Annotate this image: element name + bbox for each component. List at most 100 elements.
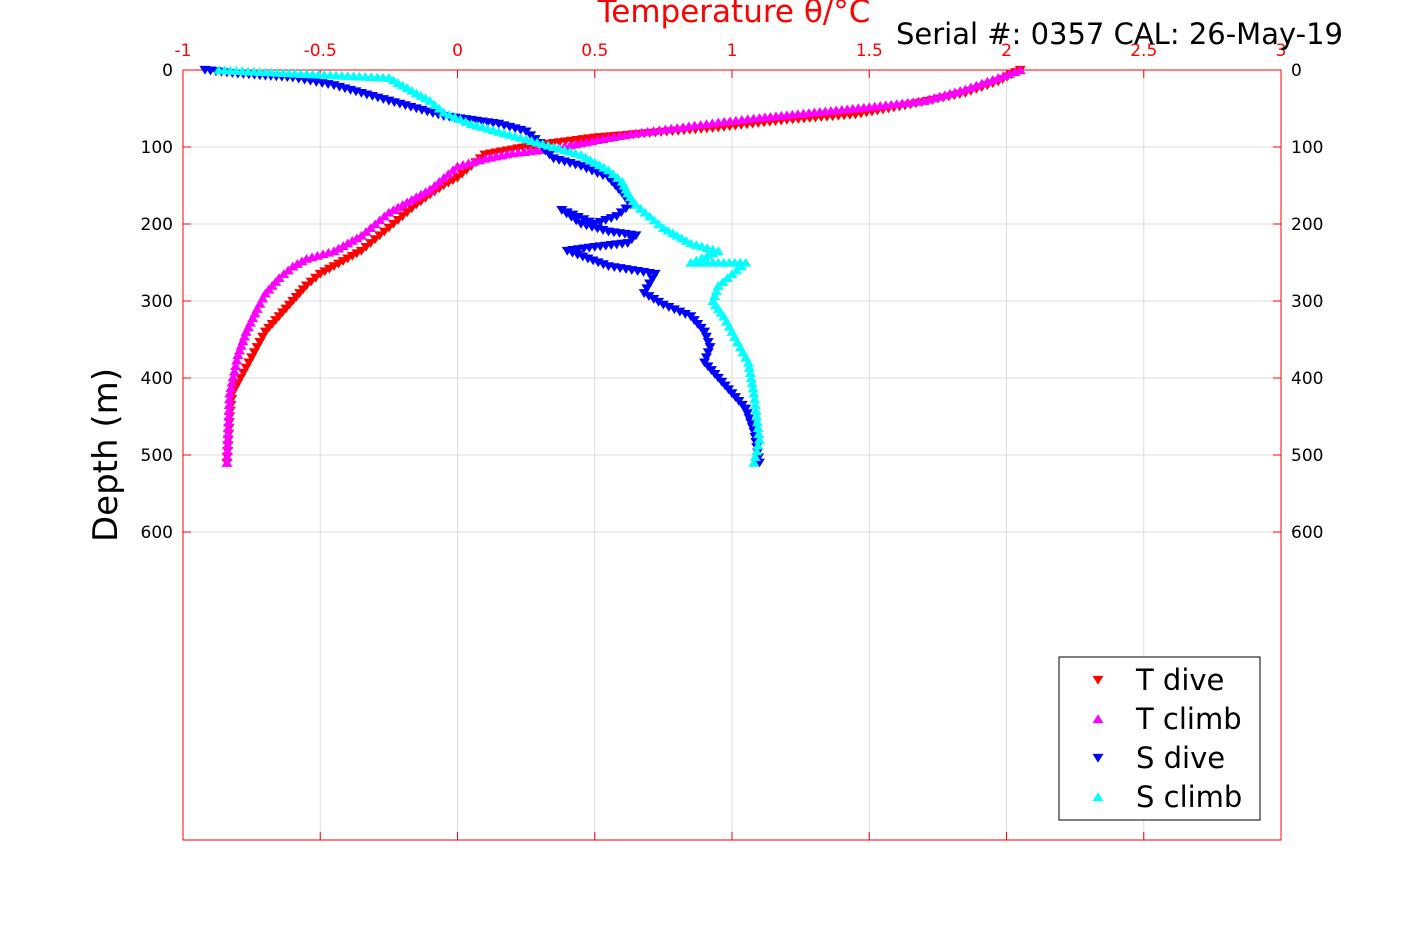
s-climb-point: [630, 200, 642, 209]
t-climb-point: [360, 227, 372, 236]
s-dive-point: [581, 164, 593, 174]
s-climb-point: [712, 280, 724, 290]
s-climb-point: [751, 411, 763, 421]
t-climb-point: [231, 355, 243, 365]
legend-label-t-dive: T dive: [1135, 663, 1224, 697]
t-climb-point: [223, 400, 235, 410]
t-climb-point: [221, 446, 233, 456]
legend-box: [1058, 656, 1261, 821]
t-dive-point: [342, 254, 354, 264]
t-climb-point: [230, 361, 242, 371]
t-climb-point: [282, 265, 294, 275]
s-climb-point: [429, 99, 441, 109]
s-dive-point: [646, 274, 658, 284]
t-dive-point: [259, 327, 271, 337]
s-climb-point: [743, 363, 755, 372]
s-dive-point: [649, 269, 661, 279]
t-climb-point: [365, 223, 377, 232]
s-climb-point: [753, 429, 765, 438]
t-dive-point: [346, 251, 358, 261]
t-climb-point: [232, 350, 244, 360]
s-dive-point: [638, 289, 650, 298]
s-climb-point: [433, 103, 445, 113]
t-climb-point: [374, 215, 386, 225]
t-climb-point: [221, 458, 233, 467]
grid-layer: [182, 69, 1282, 840]
legend-marker-s-climb: [1092, 792, 1104, 802]
t-climb-point: [223, 411, 235, 421]
s-climb-point: [639, 207, 651, 217]
s-dive-point: [641, 284, 653, 294]
s-climb-point: [712, 246, 724, 256]
s-climb-point: [748, 458, 760, 467]
y-tick-label-right: 500: [1291, 446, 1323, 466]
s-climb-point: [747, 383, 759, 393]
s-climb-point: [607, 169, 619, 179]
y-tick-label-right: 300: [1291, 292, 1323, 312]
t-climb-point: [452, 161, 463, 171]
y-tick-label-right: 400: [1291, 369, 1323, 389]
legend-marker-s-dive: [1092, 753, 1104, 763]
s-climb-point: [749, 394, 761, 404]
s-dive-point: [702, 348, 714, 358]
s-dive-point: [702, 337, 714, 347]
s-climb-point: [740, 257, 752, 267]
s-dive-point: [700, 332, 712, 342]
legend-marker-t-dive: [1092, 675, 1104, 685]
s-dive-point: [704, 343, 716, 352]
s-dive-point: [648, 294, 660, 304]
s-climb-point: [424, 96, 436, 105]
s-climb-point: [751, 446, 763, 456]
x-tick-label: 2: [1001, 41, 1012, 61]
y-tick-label-left: 0: [162, 61, 173, 81]
t-climb-point: [429, 180, 441, 190]
t-climb-point: [383, 207, 395, 217]
s-climb-point: [745, 373, 757, 383]
t-climb-point: [442, 169, 454, 179]
s-dive-point: [657, 300, 669, 310]
series-t-climb: [221, 65, 1026, 467]
x-tick-label: 0.5: [581, 41, 608, 61]
s-dive-point: [644, 279, 656, 289]
t-dive-point: [452, 173, 463, 183]
t-climb-point: [222, 434, 234, 444]
t-dive-point: [232, 379, 244, 388]
x-tick-label: 2.5: [1130, 41, 1157, 61]
t-dive-point: [235, 373, 247, 383]
s-dive-point: [663, 303, 675, 312]
t-climb-point: [227, 372, 239, 382]
s-climb-point: [752, 440, 764, 450]
series-s-climb: [213, 65, 765, 467]
t-dive-point: [328, 262, 340, 272]
y-tick-label-right: 0: [1291, 61, 1302, 81]
y-tick-label-right: 200: [1291, 215, 1323, 235]
s-dive-point: [679, 309, 691, 319]
t-dive-point: [351, 249, 363, 259]
serial-annotation: Serial #: 0357 CAL: 26-May-19: [896, 17, 1343, 51]
s-climb-point: [749, 400, 761, 410]
legend-label-t-climb: T climb: [1135, 702, 1242, 736]
s-dive-point: [700, 353, 712, 363]
s-climb-point: [696, 253, 708, 263]
t-climb-point: [369, 219, 381, 229]
s-dive-point: [741, 409, 753, 419]
s-climb-point: [709, 291, 721, 300]
s-climb-point: [707, 248, 719, 258]
t-dive-point: [257, 332, 269, 342]
t-dive-point: [246, 353, 258, 363]
s-climb-point: [726, 269, 738, 279]
s-climb-point: [746, 378, 758, 388]
s-climb-point: [602, 165, 614, 175]
x-tick-label: -1: [175, 41, 192, 61]
s-climb-point: [753, 434, 765, 444]
t-dive-point: [251, 343, 263, 352]
y-tick-label-left: 400: [141, 369, 173, 389]
y-tick-label-right: 100: [1291, 138, 1323, 158]
t-climb-point: [433, 176, 445, 186]
t-dive-point: [237, 368, 249, 378]
y-tick-label-left: 300: [141, 292, 173, 312]
s-dive-point: [699, 327, 711, 337]
legend-label-s-climb: S climb: [1136, 780, 1242, 814]
